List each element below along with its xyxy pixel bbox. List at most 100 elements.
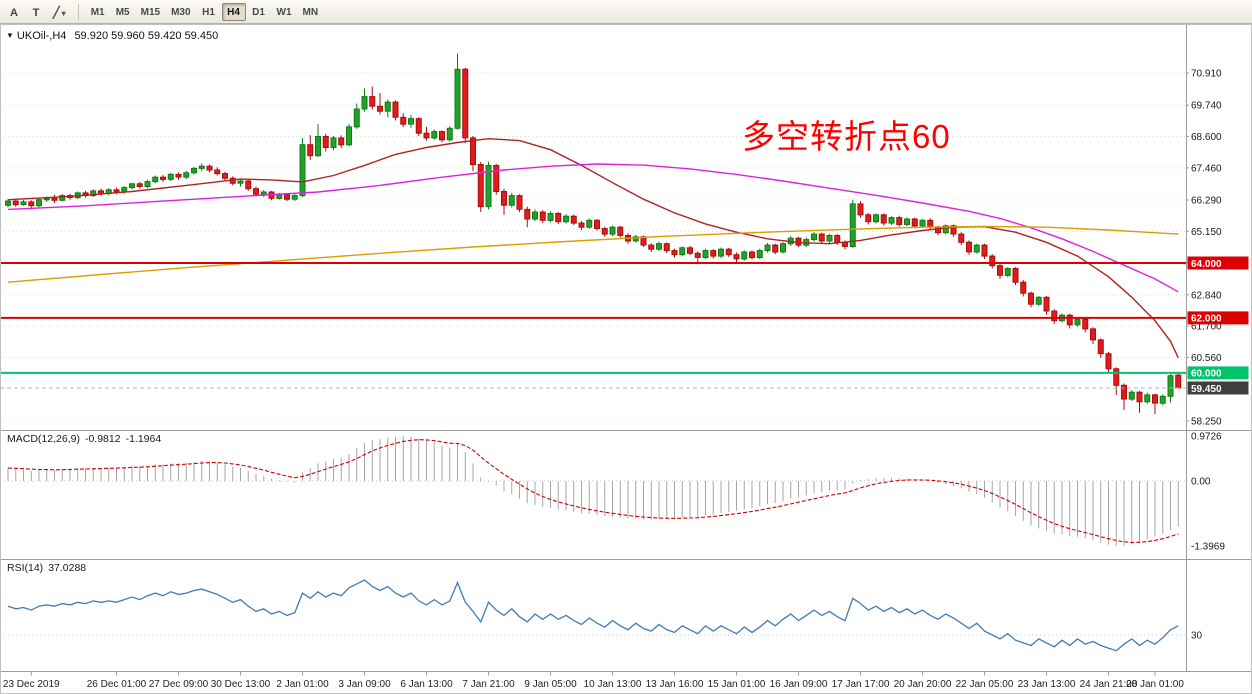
time-axis-label: 17 Jan 17:00 bbox=[832, 679, 890, 690]
price-tick-label: 67.460 bbox=[1191, 163, 1222, 174]
candle-bear bbox=[1136, 391, 1143, 403]
candle-bear bbox=[222, 173, 228, 179]
candle-bull bbox=[973, 244, 980, 253]
candle-bear bbox=[617, 226, 624, 236]
timeframe-button-h1[interactable]: H1 bbox=[202, 6, 215, 18]
candle-bull bbox=[330, 137, 337, 148]
price-badge-62.000 bbox=[1187, 311, 1249, 325]
candle-bear bbox=[1012, 268, 1019, 283]
candle-bull bbox=[508, 195, 515, 206]
timeframe-button-m5[interactable]: M5 bbox=[115, 6, 130, 18]
symbol-expander-icon[interactable]: ▼ bbox=[6, 31, 14, 40]
candle-bear bbox=[1066, 314, 1073, 326]
toolbar: A T ╱ ▾ M1 M5 M15 M30 H1 H4 D1 W1 MN bbox=[0, 0, 1252, 24]
candle-bear bbox=[896, 217, 903, 226]
price-badge-60.000 bbox=[1187, 366, 1249, 380]
price-badge-label: 60.000 bbox=[1191, 369, 1222, 380]
candle-bear bbox=[1020, 281, 1027, 294]
candle-bear bbox=[555, 213, 562, 223]
ma-line-slow-orange bbox=[7, 225, 1179, 283]
candle-bull bbox=[315, 136, 321, 157]
candle-bull bbox=[849, 203, 856, 247]
candle-bear bbox=[462, 68, 469, 139]
candle-bear bbox=[749, 251, 755, 258]
candle-bull bbox=[679, 247, 686, 256]
price-gridlines bbox=[0, 72, 1186, 422]
candle-bear bbox=[733, 254, 740, 260]
candle-bear bbox=[694, 252, 701, 258]
candle-bear bbox=[958, 233, 965, 243]
candle-bear bbox=[594, 219, 600, 230]
candle-bear bbox=[245, 180, 252, 190]
candle-bull bbox=[152, 176, 159, 183]
time-axis-label: 30 Dec 13:00 bbox=[211, 679, 271, 690]
candle-bear bbox=[880, 214, 887, 224]
candle-bear bbox=[911, 218, 918, 227]
candle-bull bbox=[756, 250, 763, 259]
candle-bear bbox=[1028, 292, 1034, 305]
candle-bull bbox=[1128, 391, 1135, 400]
candle-bull bbox=[586, 219, 593, 228]
candle-bear bbox=[834, 235, 841, 243]
candle-bear bbox=[1152, 394, 1158, 404]
chevron-down-icon: ▾ bbox=[61, 8, 66, 18]
candle-bear bbox=[663, 243, 670, 252]
arrow-tool-button[interactable]: T bbox=[32, 6, 40, 19]
candle-bull bbox=[741, 251, 748, 260]
rsi-level-label: 30 bbox=[1191, 631, 1203, 642]
ma-line-fast-red bbox=[7, 137, 1179, 359]
candle-bear bbox=[857, 203, 864, 216]
time-axis-label: 23 Jan 13:00 bbox=[1018, 679, 1076, 690]
candle-bull bbox=[702, 250, 709, 259]
candle-bull bbox=[1167, 375, 1174, 397]
candle-bull bbox=[904, 218, 910, 225]
candle-bull bbox=[1144, 394, 1151, 403]
time-axis-label: 27 Dec 09:00 bbox=[149, 679, 209, 690]
candle-bull bbox=[299, 144, 306, 197]
candle-bull bbox=[919, 219, 926, 227]
candle-bear bbox=[981, 244, 988, 257]
candle-bear bbox=[687, 247, 693, 254]
candle-bull bbox=[1159, 395, 1166, 404]
timeframe-button-m15[interactable]: M15 bbox=[140, 6, 161, 18]
candle-bull bbox=[1004, 268, 1011, 276]
macd-main-value: -0.9812 bbox=[84, 433, 121, 445]
text-tool-button[interactable]: A bbox=[10, 6, 18, 19]
timeframe-button-m1[interactable]: M1 bbox=[90, 6, 105, 18]
timeframe-button-m30[interactable]: M30 bbox=[171, 6, 191, 18]
timeframe-button-w1[interactable]: W1 bbox=[276, 6, 292, 18]
candle-bull bbox=[826, 235, 833, 242]
time-axis: 23 Dec 2019 26 Dec 01:00 27 Dec 09:00 30 De… bbox=[3, 671, 1184, 690]
timeframe-button-mn[interactable]: MN bbox=[302, 6, 319, 18]
candle-bear bbox=[392, 101, 399, 118]
symbol-title: UKOil-,H4 bbox=[16, 30, 67, 42]
price-scale: 70.910 69.740 68.600 67.460 66.290 65.150 64.0… bbox=[1186, 69, 1249, 642]
candle-bear bbox=[570, 215, 577, 224]
chart-symbol-header: ▼ UKOil-,H4 59.920 59.960 59.420 59.450 bbox=[6, 30, 218, 42]
candle-bull bbox=[811, 233, 817, 241]
candle-bear bbox=[1175, 374, 1182, 389]
candle-bull bbox=[454, 68, 461, 129]
price-badge-label: 64.000 bbox=[1191, 259, 1222, 270]
candle-bull bbox=[353, 108, 360, 128]
candle-bear bbox=[470, 137, 476, 166]
rsi-indicator-label: RSI(14) bbox=[7, 562, 44, 574]
toolbar-separator bbox=[77, 3, 79, 20]
time-axis-label: 7 Jan 21:00 bbox=[462, 679, 515, 690]
candle-bull bbox=[431, 131, 438, 139]
candle-bear bbox=[377, 105, 383, 112]
candle-bull bbox=[291, 195, 298, 200]
price-tick-label: 66.290 bbox=[1191, 196, 1222, 207]
candle-bull bbox=[43, 197, 50, 201]
candle-bear bbox=[648, 244, 655, 250]
macd-scale-label: 0.9726 bbox=[1191, 431, 1222, 442]
line-tools-dropdown-button[interactable]: ╱ ▾ bbox=[48, 3, 71, 21]
timeframe-button-h4[interactable]: H4 bbox=[221, 2, 246, 21]
candle-bull bbox=[408, 118, 414, 125]
timeframe-button-d1[interactable]: D1 bbox=[252, 6, 265, 18]
candle-bear bbox=[516, 195, 523, 210]
macd-scale-label: -1.3969 bbox=[1191, 542, 1225, 553]
symbol-ohlc-values: 59.920 59.960 59.420 59.450 bbox=[74, 30, 219, 42]
candle-bull bbox=[5, 200, 11, 206]
